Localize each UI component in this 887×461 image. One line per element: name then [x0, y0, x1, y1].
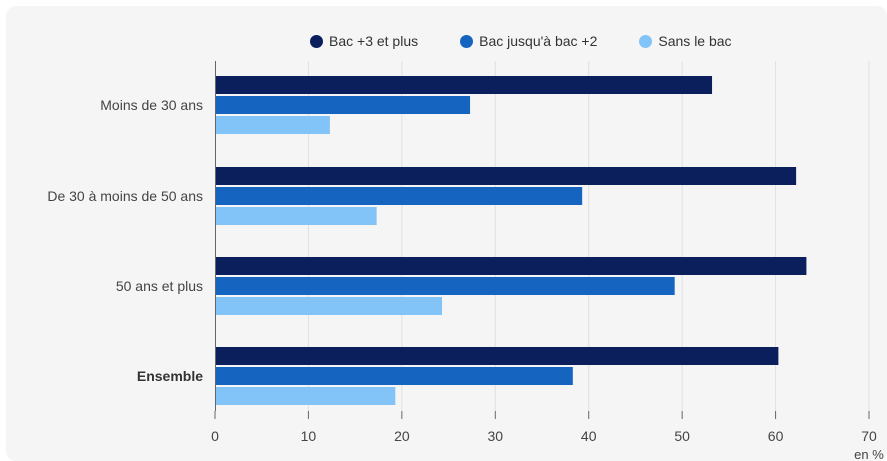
legend-item-bac-plus-3[interactable]: Bac +3 et plus [310, 33, 418, 49]
chart-legend: Bac +3 et plus Bac jusqu'à bac +2 Sans l… [310, 30, 732, 52]
x-tick-label-0: 0 [211, 428, 219, 444]
legend-marker-bac-plus-3 [310, 34, 323, 48]
bar-50-ans-et-plus-sans-le-bac [216, 297, 443, 315]
category-label-de-30-a-moins-de-50-ans: De 30 à moins de 50 ans [47, 188, 203, 204]
x-tick-label-60: 60 [768, 428, 784, 444]
legend-item-bac-to-bac-plus-2[interactable]: Bac jusqu'à bac +2 [460, 33, 597, 49]
bar-50-ans-et-plus-bac-jusqu-a-bac-2 [216, 277, 675, 295]
legend-item-sans-le-bac[interactable]: Sans le bac [639, 33, 732, 49]
x-tick-label-30: 30 [487, 428, 503, 444]
bar-de-30-a-moins-de-50-ans-bac-3-et-plus [216, 167, 797, 185]
x-tick-label-70: 70 [861, 428, 877, 444]
category-label-moins-de-30-ans: Moins de 30 ans [100, 97, 203, 113]
legend-label-bac-to-bac-plus-2: Bac jusqu'à bac +2 [479, 33, 598, 49]
x-tick-label-10: 10 [301, 428, 317, 444]
bar-moins-de-30-ans-sans-le-bac [216, 116, 330, 134]
bar-moins-de-30-ans-bac-3-et-plus [216, 76, 713, 94]
category-label-ensemble: Ensemble [137, 368, 203, 384]
bar-de-30-a-moins-de-50-ans-bac-jusqu-a-bac-2 [216, 187, 583, 205]
bar-de-30-a-moins-de-50-ans-sans-le-bac [216, 207, 377, 225]
x-tick-label-50: 50 [674, 428, 690, 444]
bar-ensemble-sans-le-bac [216, 387, 396, 405]
category-label-50-ans-et-plus: 50 ans et plus [116, 278, 203, 294]
legend-label-bac-plus-3: Bac +3 et plus [329, 33, 419, 49]
bar-moins-de-30-ans-bac-jusqu-a-bac-2 [216, 96, 471, 114]
bar-ensemble-bac-3-et-plus [216, 347, 779, 365]
bar-50-ans-et-plus-bac-3-et-plus [216, 257, 807, 275]
x-tick-label-40: 40 [581, 428, 597, 444]
legend-marker-sans-le-bac [639, 34, 653, 48]
bar-ensemble-bac-jusqu-a-bac-2 [216, 367, 573, 385]
x-tick-label-20: 20 [394, 428, 410, 444]
legend-marker-bac-to-bac-plus-2 [460, 34, 474, 48]
x-axis-unit-label: en % [854, 447, 884, 461]
legend-label-sans-le-bac: Sans le bac [658, 33, 732, 49]
